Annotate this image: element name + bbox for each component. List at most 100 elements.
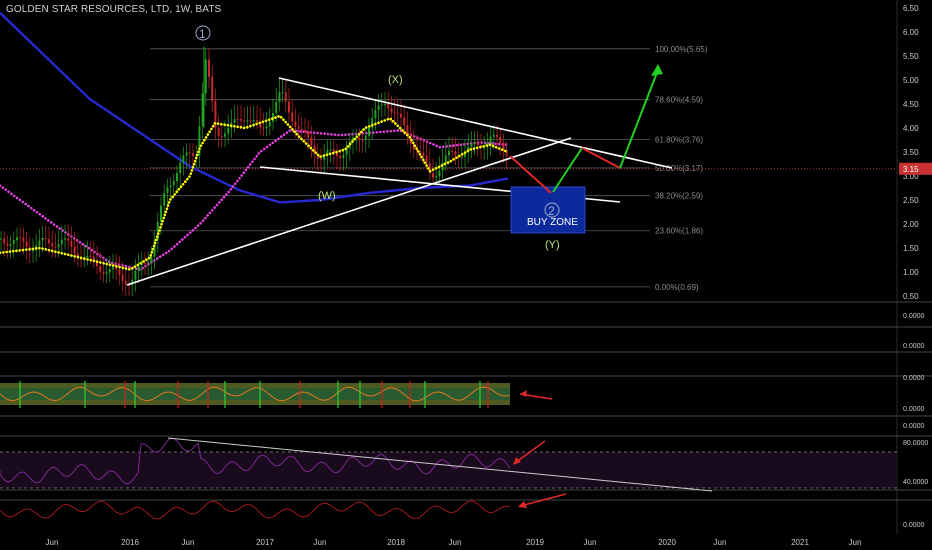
candle-body: [252, 120, 255, 122]
candle-body: [435, 176, 438, 178]
x-tick-label: 2018: [387, 538, 405, 547]
candle-body: [131, 279, 134, 285]
panel5-value-label: 0.0000: [903, 522, 925, 529]
candle-body: [108, 269, 111, 273]
candle-body: [124, 280, 127, 285]
candle-body: [32, 250, 34, 252]
candle-body: [492, 134, 495, 137]
candle-body: [246, 120, 249, 122]
candle-body: [358, 137, 361, 140]
candle-body: [102, 271, 105, 274]
candle-body: [403, 117, 406, 126]
annotation-arrowhead-lower: [518, 501, 527, 508]
candle-body: [86, 255, 89, 258]
candle-body: [198, 126, 201, 156]
candle-body: [256, 120, 258, 122]
candle-body: [64, 238, 66, 240]
candle-body: [345, 148, 348, 155]
candle-body: [163, 193, 166, 206]
candle-body: [25, 241, 28, 248]
candle-body: [153, 239, 156, 257]
candle-body: [105, 272, 108, 274]
price-tick-label: 1.50: [903, 244, 919, 253]
candle-body: [505, 149, 508, 156]
candle-body: [16, 237, 18, 241]
projection-red-1: [509, 155, 552, 194]
candle-body: [166, 186, 169, 194]
candle-body: [396, 112, 399, 114]
candle-body: [115, 267, 118, 270]
candle-body: [144, 262, 146, 264]
projection-red-2: [581, 147, 621, 169]
x-tick-label: 2016: [121, 538, 139, 547]
candle-body: [227, 127, 230, 134]
candle-body: [400, 113, 402, 118]
buy-zone-label: BUY ZONE: [527, 217, 578, 228]
candle-body: [326, 149, 329, 155]
candle-body: [460, 156, 463, 158]
candle-body: [438, 170, 441, 177]
candle-body: [185, 152, 188, 156]
price-tick-label: 3.00: [903, 172, 919, 181]
candle-body: [496, 134, 498, 137]
candle-body: [444, 155, 447, 163]
candle-body: [70, 240, 73, 247]
candle-body: [140, 262, 143, 265]
projection-green-1: [552, 147, 583, 193]
candle-body: [176, 173, 178, 182]
candle-body: [192, 153, 194, 156]
candle-body: [3, 238, 6, 244]
candle-body: [12, 240, 15, 245]
candle-body: [470, 143, 473, 148]
candle-body: [147, 261, 150, 263]
candle-body: [339, 156, 342, 158]
annotation-arrowhead-rsi: [513, 457, 521, 465]
panel4-top-label: 0.0000: [903, 423, 925, 430]
candle-body: [291, 112, 294, 122]
projection-green-2: [619, 69, 659, 169]
candle-body: [422, 152, 425, 156]
candle-body: [51, 243, 54, 247]
candle-body: [118, 269, 121, 275]
panel1-value-label: 0.0000: [903, 313, 925, 320]
candle-body: [313, 145, 316, 154]
candle-body: [188, 152, 191, 154]
candle-body: [265, 126, 268, 129]
panel4-80-label: 80.0000: [903, 440, 928, 447]
candle-body: [377, 105, 380, 110]
candle-body: [182, 155, 185, 163]
panel3-bottom-label: 0.0000: [903, 406, 925, 413]
candle-body: [67, 238, 70, 241]
price-tick-label: 0.50: [903, 292, 919, 301]
candle-body: [288, 101, 290, 113]
candle-body: [73, 246, 76, 254]
annotation-arrow-rsi: [514, 440, 546, 464]
candle-body: [355, 137, 358, 139]
candle-body: [387, 104, 390, 109]
candle-body: [57, 244, 60, 248]
candle-body: [160, 205, 162, 222]
candle-body: [121, 274, 124, 281]
x-tick-label: Jun: [714, 538, 727, 547]
candle-body: [307, 131, 310, 138]
candle-body: [208, 59, 210, 77]
x-tick-label: Jun: [314, 538, 327, 547]
candle-body: [249, 120, 252, 122]
candle-body: [240, 119, 242, 121]
wave-label-x: (X): [388, 74, 403, 86]
candle-body: [243, 120, 246, 122]
fib-level-label: 100.00%(5.65): [655, 45, 708, 54]
candle-body: [441, 162, 444, 171]
candle-body: [48, 239, 50, 244]
x-tick-label: Jun: [849, 538, 862, 547]
price-tick-label: 5.00: [903, 76, 919, 85]
rsi-line: [0, 437, 511, 485]
wave-1-circle: [195, 25, 211, 41]
candle-body: [432, 173, 434, 178]
candle-body: [6, 243, 9, 246]
candle-body: [259, 121, 262, 128]
trendline-support: [126, 137, 572, 286]
candle-body: [275, 102, 278, 113]
candle-body: [211, 76, 214, 101]
